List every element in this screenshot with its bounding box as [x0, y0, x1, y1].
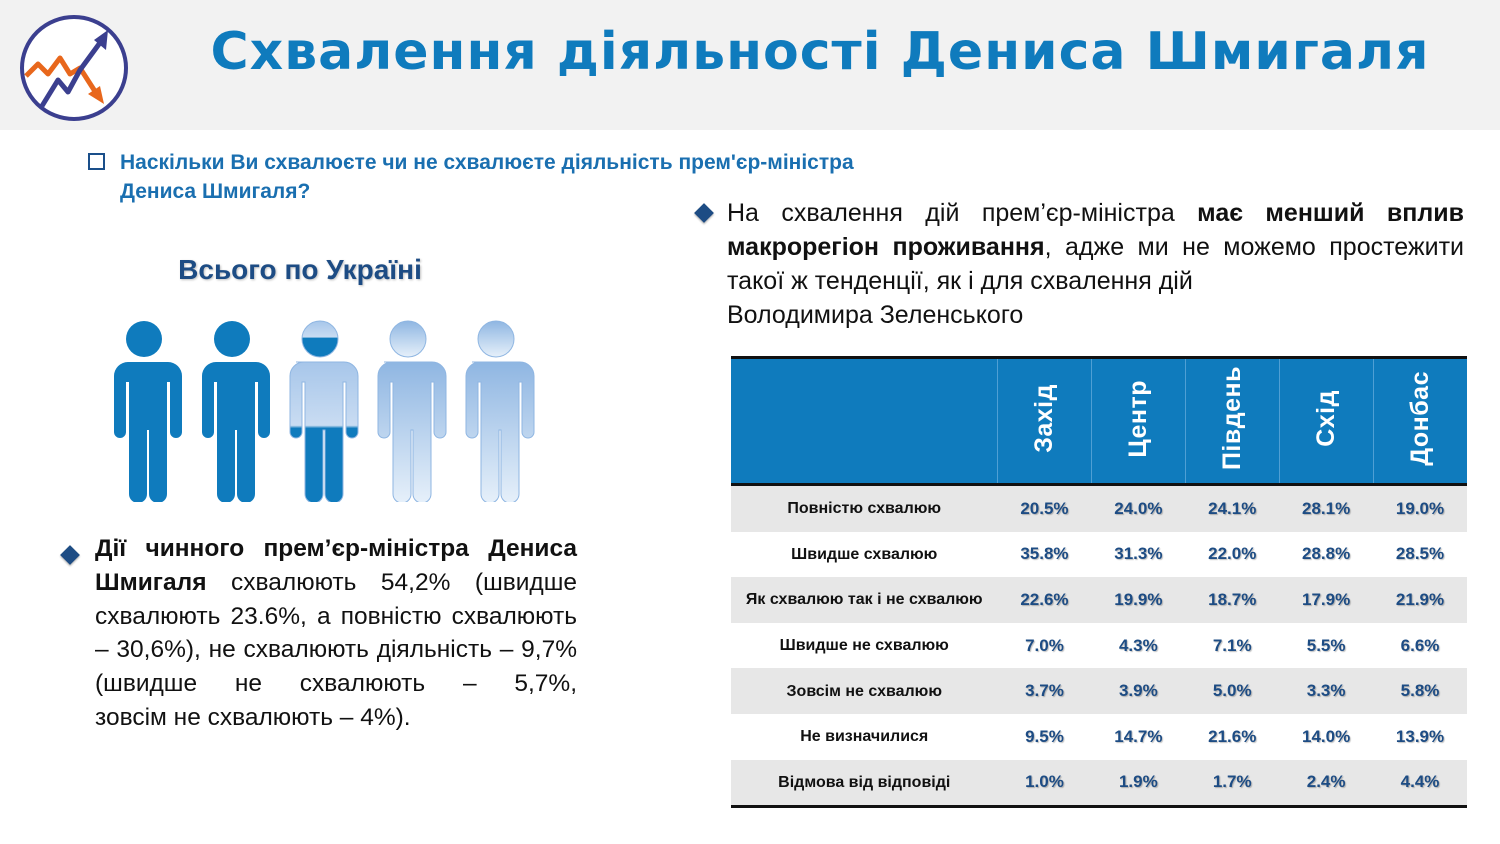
table-row: Швидше не схвалюю 7.0% 4.3% 7.1% 5.5% 6.… — [731, 623, 1467, 669]
row-label: Швидше не схвалюю — [779, 637, 949, 655]
region-insight-text: На схвалення дій прем’єр-міністра має ме… — [727, 196, 1464, 332]
table-cell: 20.5% — [997, 484, 1092, 532]
row-label: Зовсім не схвалюю — [731, 668, 998, 714]
table-row: Як схвалюю так і не схвалюю 22.6% 19.9% … — [731, 577, 1467, 623]
insight-text-3: Володимира Зеленського — [727, 301, 1024, 329]
column-header: Центр — [1090, 356, 1186, 486]
table-cell: 7.0% — [1025, 635, 1064, 655]
column-header-label: Центр — [1123, 379, 1152, 458]
column-header: Захід — [997, 356, 1092, 486]
table-cell: 17.9% — [1279, 577, 1374, 623]
table-row: Повністю схвалюю 20.5% 24.0% 24.1% 28.1%… — [731, 484, 1467, 532]
table-cell: 13.9% — [1395, 726, 1445, 746]
table-row: Не визначилися 9.5% 14.7% 21.6% 14.0% 13… — [731, 714, 1467, 760]
table-cell: 21.6% — [1208, 726, 1257, 746]
row-label: Як схвалюю так і не схвалюю — [731, 577, 998, 623]
header-bar: Схвалення діяльності Дениса Шмигаля — [0, 0, 1500, 130]
table-cell: 2.4% — [1279, 759, 1374, 809]
row-label: Відмова від відповіді — [731, 759, 998, 809]
regional-approval-table: Захід Центр Південь Схід Донбас Повністю… — [731, 356, 1467, 809]
table-cell: 22.0% — [1208, 544, 1257, 564]
column-header-label: Донбас — [1405, 371, 1434, 466]
person-icon — [202, 321, 270, 502]
table-row: Зовсім не схвалюю 3.7% 3.9% 5.0% 3.3% 5.… — [731, 668, 1467, 714]
table-header-row: Захід Центр Південь Схід Донбас — [731, 356, 1467, 486]
table-cell: 28.8% — [1302, 544, 1351, 564]
insight-text-2: , адже ми не можемо простежити такої ж т… — [727, 233, 1464, 295]
question-text: Наскільки Ви схвалюєте чи не схвалюєте д… — [120, 151, 854, 203]
table-cell: 3.7% — [997, 668, 1092, 714]
summary-text: Дії чинного прем’єр-міністра Дениса Шмиг… — [95, 532, 577, 735]
survey-question: Наскільки Ви схвалюєте чи не схвалюєте д… — [88, 148, 908, 206]
person-icon — [114, 321, 182, 502]
table-cell: 19.0% — [1373, 484, 1467, 532]
table-cell: 7.1% — [1212, 635, 1252, 655]
table-cell: 24.1% — [1185, 484, 1280, 532]
table-cell: 4.3% — [1118, 635, 1158, 655]
page-title: Схвалення діяльності Дениса Шмигаля — [210, 22, 1430, 82]
summary-text-rest: схвалюють 54,2% (швидше схвалюють 23.6%,… — [95, 568, 577, 698]
table-cell: 1.7% — [1185, 759, 1280, 809]
column-header: Схід — [1278, 356, 1374, 486]
diamond-bullet-icon — [694, 203, 714, 223]
table-corner-cell — [731, 356, 998, 486]
column-header-label: Схід — [1311, 390, 1340, 447]
total-ukraine-heading: Всього по Україні — [178, 254, 422, 285]
diamond-bullet-icon — [60, 545, 80, 565]
table-cell: 19.9% — [1091, 577, 1186, 623]
person-icon — [289, 320, 359, 502]
table-cell: 3.9% — [1091, 668, 1186, 714]
person-icon — [377, 320, 447, 502]
table-cell: 3.3% — [1279, 668, 1374, 714]
table-cell: 28.1% — [1279, 484, 1374, 532]
table-cell: 1.9% — [1091, 759, 1186, 809]
insight-text-bold: має менший вплив макрорегіон проживання — [727, 199, 1464, 261]
table-cell: 14.0% — [1302, 726, 1351, 746]
row-label: Не визначилися — [800, 728, 929, 746]
summary-text-bold: Дії чинного прем’єр-міністра Дениса Шмиг… — [95, 535, 577, 596]
people-infographic — [114, 320, 535, 502]
growth-chart-logo-icon — [20, 15, 128, 121]
table-cell: 24.0% — [1091, 484, 1186, 532]
table-cell: 22.6% — [997, 577, 1092, 623]
row-label: Повністю схвалюю — [731, 484, 998, 532]
summary-text-last: зовсім не схвалюють – 4%). — [95, 703, 411, 731]
table-cell: 9.5% — [1025, 726, 1064, 746]
table-cell: 1.0% — [997, 759, 1092, 809]
table-cell: 14.7% — [1114, 726, 1163, 746]
table-cell: 18.7% — [1185, 577, 1280, 623]
column-header: Південь — [1184, 356, 1280, 486]
table-row: Швидше схвалюю 35.8% 31.3% 22.0% 28.8% 2… — [731, 532, 1467, 578]
column-header-label: Захід — [1029, 384, 1058, 453]
column-header: Донбас — [1372, 356, 1467, 486]
checkbox-bullet-icon — [88, 153, 105, 170]
table-cell: 21.9% — [1373, 577, 1467, 623]
table-cell: 35.8% — [1020, 544, 1069, 564]
table-cell: 6.6% — [1400, 635, 1440, 655]
insight-text-1: На схвалення дій прем’єр-міністра — [727, 199, 1198, 227]
table-cell: 4.4% — [1373, 759, 1467, 809]
table-cell: 28.5% — [1395, 544, 1445, 564]
column-header-label: Південь — [1217, 366, 1246, 471]
row-label: Швидше схвалюю — [791, 545, 938, 563]
table-cell: 5.8% — [1373, 668, 1467, 714]
table-cell: 31.3% — [1114, 544, 1163, 564]
table-cell: 5.0% — [1185, 668, 1280, 714]
person-icon — [465, 320, 535, 502]
table-row: Відмова від відповіді 1.0% 1.9% 1.7% 2.4… — [731, 759, 1467, 809]
table-cell: 5.5% — [1306, 635, 1346, 655]
